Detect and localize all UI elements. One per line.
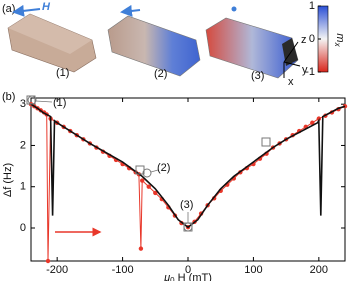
tube-2-arrow — [120, 4, 141, 17]
tube-2 — [107, 15, 201, 77]
colorbar-tick-label: 1 — [309, 0, 315, 12]
x-axis-label: μ0 H (mT) — [163, 272, 212, 281]
x-label-rest: H (mT) — [175, 272, 212, 281]
field-arrow — [12, 4, 41, 17]
tube-label: (1) — [56, 67, 69, 79]
y-tick-label: 1 — [20, 181, 26, 193]
tube-1-face — [8, 14, 92, 54]
tube-label: (3) — [251, 70, 264, 82]
data-point — [310, 120, 315, 125]
colorbar-ticks: 1 0 -1 — [305, 0, 321, 78]
series-line — [30, 103, 346, 229]
tube-3-dot — [231, 6, 237, 12]
x-label-symbol: μ — [163, 272, 170, 281]
annotation: (3) — [180, 199, 193, 211]
axes-triad — [283, 41, 301, 78]
colorbar-tick-label: -1 — [305, 66, 315, 78]
state-markers — [26, 95, 271, 232]
colorbar-tick-label: 0 — [309, 33, 315, 45]
triad-label: x — [288, 76, 294, 88]
x-tick-label: 200 — [310, 264, 328, 276]
colorbar-symbol: m — [334, 33, 346, 42]
data-point — [140, 178, 145, 183]
triad-label: z — [301, 34, 307, 46]
triad-label: y — [302, 64, 308, 76]
leader-lines — [35, 100, 189, 223]
annotation: (1) — [53, 97, 66, 109]
colorbar-sub: x — [333, 42, 342, 48]
x-tick-label: 0 — [185, 264, 191, 276]
colorbar-label: mx — [333, 33, 346, 47]
plot-area: -200 -100 0 100 200 0 1 2 3 — [20, 98, 348, 276]
tube-label: (2) — [154, 68, 167, 80]
panel-label: (a) — [2, 3, 15, 15]
x-tick-label: -200 — [46, 264, 68, 276]
y-axis-label: Δf (Hz) — [2, 163, 14, 197]
data-point — [146, 184, 151, 189]
x-tick-label: 100 — [244, 264, 262, 276]
panel-label: (b) — [2, 91, 15, 103]
plot-frame — [30, 97, 346, 262]
data-point — [138, 246, 144, 251]
field-label: H — [42, 1, 51, 13]
data-point — [316, 116, 322, 121]
annotation: (2) — [157, 162, 170, 174]
series-line — [30, 103, 346, 262]
data-point — [45, 258, 51, 264]
x-tick-label: -100 — [112, 264, 134, 276]
data-point — [153, 190, 158, 196]
y-tick-label: 3 — [20, 98, 26, 110]
y-tick-label: 0 — [20, 222, 26, 234]
y-tick-label: 2 — [20, 139, 26, 151]
